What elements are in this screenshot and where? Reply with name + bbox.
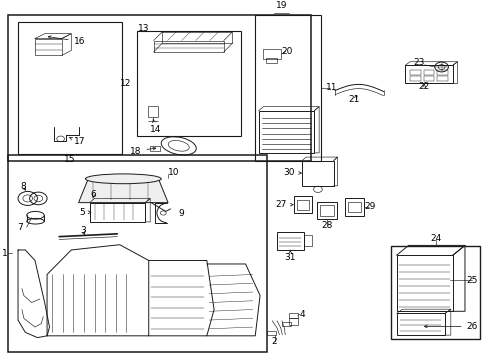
Bar — [423, 70, 433, 75]
Text: 16: 16 — [48, 36, 85, 46]
Bar — [296, 200, 309, 210]
Text: 3: 3 — [80, 226, 85, 235]
Bar — [258, 111, 314, 153]
Text: 28: 28 — [321, 221, 332, 230]
Bar — [390, 247, 479, 339]
Text: 27: 27 — [275, 200, 292, 209]
Bar — [405, 65, 452, 84]
Bar — [320, 205, 333, 216]
Bar — [267, 330, 276, 335]
Bar — [317, 202, 336, 219]
Bar — [266, 58, 277, 63]
Text: 19: 19 — [275, 1, 286, 10]
Text: 31: 31 — [284, 250, 295, 262]
Text: 20: 20 — [281, 47, 292, 56]
Bar — [147, 105, 158, 117]
Text: 10: 10 — [168, 168, 179, 177]
Text: 7: 7 — [18, 223, 23, 232]
Text: 5: 5 — [79, 208, 91, 217]
Text: 26: 26 — [424, 322, 477, 331]
Bar — [35, 39, 61, 55]
Bar — [302, 161, 333, 186]
Polygon shape — [79, 179, 168, 203]
Bar — [409, 76, 420, 81]
Bar — [281, 322, 290, 326]
Bar — [396, 255, 452, 311]
Text: 2: 2 — [271, 337, 277, 346]
Bar — [436, 76, 447, 81]
Bar — [136, 31, 240, 136]
Text: 9: 9 — [179, 210, 184, 219]
Bar — [18, 22, 122, 154]
Bar — [8, 15, 310, 161]
Text: 30: 30 — [283, 168, 301, 177]
Text: 21: 21 — [348, 95, 360, 104]
Bar — [344, 198, 364, 216]
Text: 11: 11 — [325, 84, 336, 93]
Bar — [303, 235, 312, 247]
Bar — [288, 318, 297, 325]
Text: 12: 12 — [120, 79, 131, 88]
Text: 23: 23 — [412, 58, 424, 67]
Text: 15: 15 — [64, 156, 76, 165]
Bar — [149, 146, 160, 151]
Text: 4: 4 — [299, 310, 305, 319]
Bar — [89, 203, 145, 222]
Text: 13: 13 — [138, 24, 149, 33]
Bar — [277, 232, 303, 250]
Bar — [423, 76, 433, 81]
Bar — [436, 70, 447, 75]
Bar — [347, 202, 361, 212]
Ellipse shape — [85, 174, 161, 184]
Text: 29: 29 — [364, 202, 375, 211]
Bar — [293, 196, 312, 213]
Text: 8: 8 — [20, 182, 26, 191]
Bar — [255, 15, 320, 161]
Text: 22: 22 — [418, 82, 429, 91]
Bar — [396, 314, 444, 335]
Text: 1: 1 — [1, 249, 7, 258]
Bar — [288, 314, 297, 318]
Bar — [409, 70, 420, 75]
Text: 14: 14 — [149, 119, 161, 134]
Text: 18: 18 — [130, 147, 156, 156]
Text: 6: 6 — [90, 190, 96, 199]
Text: 24: 24 — [429, 234, 440, 243]
Text: 25: 25 — [466, 276, 477, 285]
Bar — [8, 155, 267, 352]
Text: 17: 17 — [69, 138, 85, 147]
Bar — [262, 49, 280, 59]
